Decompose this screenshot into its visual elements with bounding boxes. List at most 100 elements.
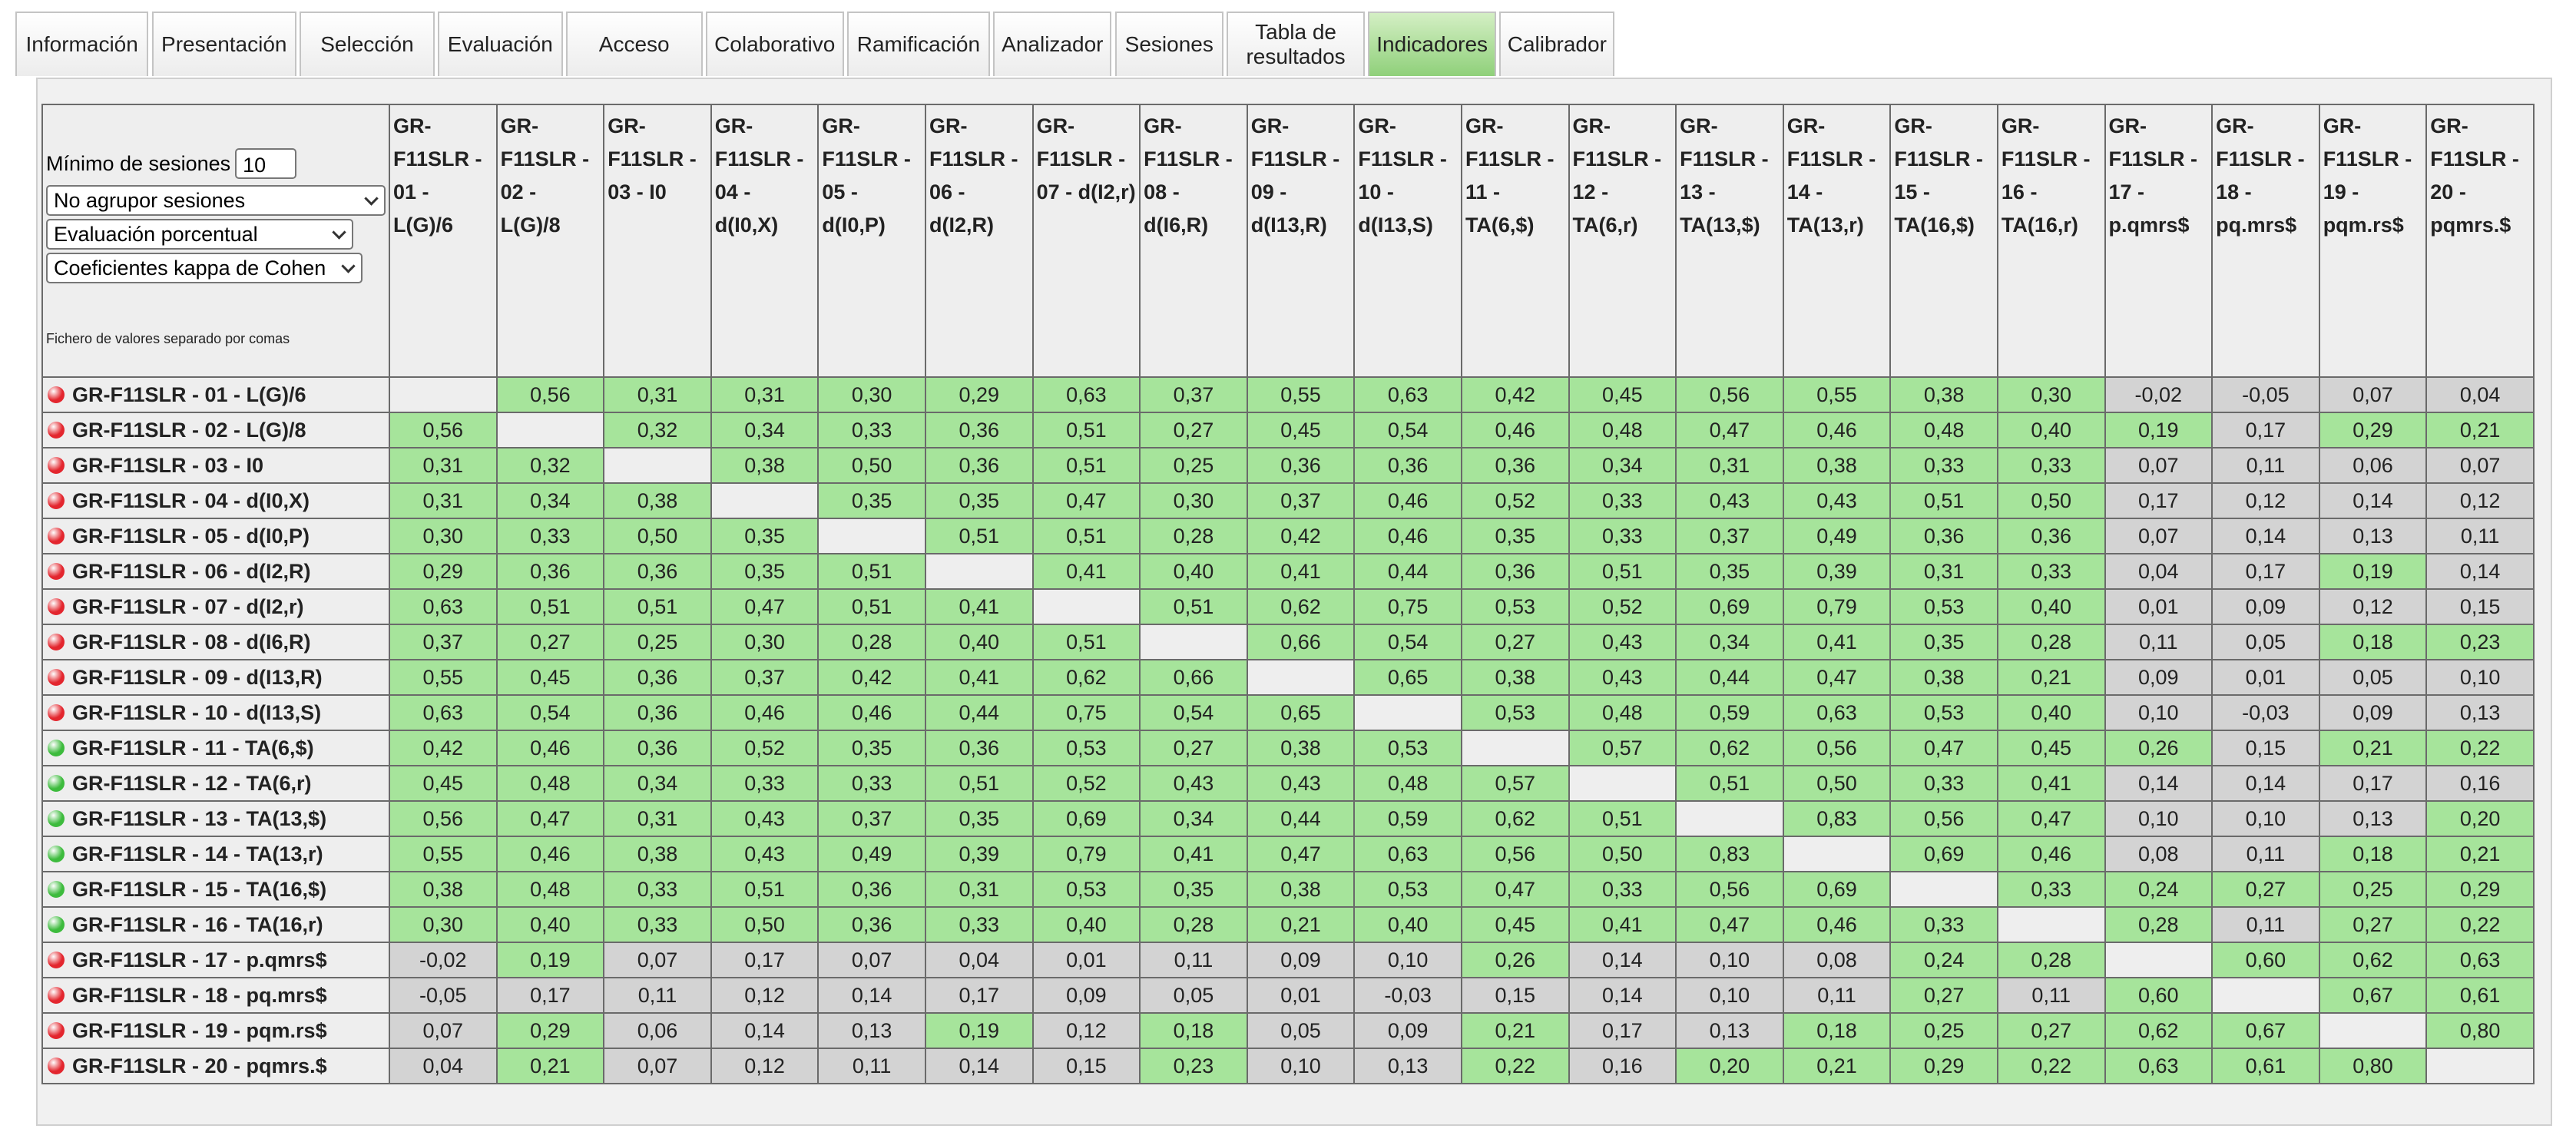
cell: 0,28: [817, 624, 926, 660]
cell: 0,30: [817, 376, 926, 413]
tab[interactable]: Calibrador: [1499, 12, 1615, 76]
cell: 0,41: [1246, 553, 1356, 590]
cell: 0,17: [2211, 553, 2320, 590]
table-row: GR-F11SLR - 06 - d(I2,R) 0,29 0,36 0,36 0,35…: [41, 553, 2535, 590]
cell: 0,21: [495, 1048, 605, 1084]
cell: 0,19: [2104, 412, 2213, 448]
cell: 0,14: [2104, 765, 2213, 802]
table-row: GR-F11SLR - 19 - pqm.rs$ 0,07 0,29 0,06 0,14…: [41, 1012, 2535, 1049]
cell: 0,41: [1031, 553, 1141, 590]
cell: 0,41: [1996, 765, 2106, 802]
tab[interactable]: Indicadores: [1368, 12, 1497, 76]
cell: 0,69: [1031, 800, 1141, 837]
cell: 0,28: [1996, 624, 2106, 660]
cell: 0,51: [817, 588, 926, 625]
cell: [495, 412, 605, 448]
cell: 0,36: [603, 659, 712, 696]
cell: 0,53: [1031, 730, 1141, 766]
tab[interactable]: Selección: [300, 12, 435, 76]
cell: 0,42: [1460, 376, 1570, 413]
tab[interactable]: Analizador: [993, 12, 1112, 76]
cell: 0,51: [1031, 624, 1141, 660]
cell: 0,63: [1031, 376, 1141, 413]
cell: 0,37: [817, 800, 926, 837]
cell: 0,22: [1460, 1048, 1570, 1084]
cell: 0,27: [1996, 1012, 2106, 1049]
min-sessions-input[interactable]: 10: [235, 148, 297, 179]
coefficient-select[interactable]: Coeficientes kappa de Cohen: [46, 253, 363, 283]
cell: 0,09: [1353, 1012, 1462, 1049]
row-label: GR-F11SLR - 09 - d(I13,R): [72, 665, 323, 689]
cell: 0,36: [1889, 518, 1998, 554]
cell: -0,05: [2211, 376, 2320, 413]
tab[interactable]: Evaluación: [437, 12, 563, 76]
cell: [1782, 836, 1892, 872]
cell: 0,51: [1568, 553, 1677, 590]
cell: 0,04: [2425, 376, 2535, 413]
tab[interactable]: Sesiones: [1114, 12, 1223, 76]
cell: 0,36: [1246, 447, 1356, 484]
table-row: GR-F11SLR - 03 - I0 0,31 0,32 0,38 0,50 0,36 0…: [41, 447, 2535, 484]
tab[interactable]: Colaborativo: [705, 12, 844, 76]
cell: 0,22: [2425, 730, 2535, 766]
tab[interactable]: Ramificación: [846, 12, 990, 76]
cell: 0,20: [2425, 800, 2535, 837]
cell: 0,15: [2211, 730, 2320, 766]
tab[interactable]: Acceso: [565, 12, 703, 76]
cell: 0,14: [2318, 482, 2428, 519]
cell: 0,04: [924, 942, 1034, 978]
cell: 0,69: [1782, 871, 1892, 908]
grouping-select[interactable]: No agrupor sesiones: [46, 185, 386, 216]
cell: 0,63: [389, 588, 498, 625]
row-header: GR-F11SLR - 10 - d(I13,S): [41, 694, 390, 731]
cell: 0,47: [710, 588, 819, 625]
cell: 0,63: [1353, 836, 1462, 872]
row-header: GR-F11SLR - 17 - p.qmrs$: [41, 942, 390, 978]
cell: 0,27: [1139, 730, 1248, 766]
tab[interactable]: Tabla de resultados: [1227, 12, 1365, 76]
row-header: GR-F11SLR - 15 - TA(16,$): [41, 871, 390, 908]
cell: 0,38: [603, 482, 712, 519]
cell: 0,51: [710, 871, 819, 908]
cell: 0,61: [2425, 977, 2535, 1014]
cell: 0,14: [2425, 553, 2535, 590]
csv-link[interactable]: Fichero de valores separado por comas: [46, 331, 290, 346]
cell: 0,20: [1675, 1048, 1784, 1084]
cell: 0,30: [710, 624, 819, 660]
cell: 0,62: [1460, 800, 1570, 837]
tab[interactable]: Presentación: [151, 12, 296, 76]
cell: 0,21: [1460, 1012, 1570, 1049]
cell: 0,44: [1246, 800, 1356, 837]
cell: 0,42: [817, 659, 926, 696]
row-header: GR-F11SLR - 04 - d(I0,X): [41, 482, 390, 519]
tab[interactable]: Información: [15, 12, 149, 76]
status-dot: [48, 492, 65, 509]
cell: [1889, 871, 1998, 908]
cell: 0,41: [1782, 624, 1892, 660]
cell: 0,36: [817, 906, 926, 943]
cell: [1031, 588, 1141, 625]
row-label: GR-F11SLR - 10 - d(I13,S): [72, 700, 322, 724]
cell: 0,38: [1889, 376, 1998, 413]
cell: 0,12: [1031, 1012, 1141, 1049]
row-header: GR-F11SLR - 05 - d(I0,P): [41, 518, 390, 554]
cell: 0,13: [2318, 518, 2428, 554]
cell: 0,18: [1139, 1012, 1248, 1049]
cell: 0,13: [2318, 800, 2428, 837]
evaluation-select[interactable]: Evaluación porcentual: [46, 219, 353, 250]
cell: 0,07: [603, 1048, 712, 1084]
cell: 0,01: [2104, 588, 2213, 625]
cell: 0,36: [603, 694, 712, 731]
status-dot: [48, 456, 65, 474]
column-header: GR-F11SLR - 19 - pqm.rs$: [2318, 104, 2428, 378]
cell: 0,37: [710, 659, 819, 696]
cell: 0,37: [1675, 518, 1784, 554]
cell: 0,31: [710, 376, 819, 413]
cell: 0,11: [1139, 942, 1248, 978]
cell: 0,28: [2104, 906, 2213, 943]
column-header: GR-F11SLR - 13 - TA(13,$): [1675, 104, 1784, 378]
cell: 0,47: [495, 800, 605, 837]
row-label: GR-F11SLR - 02 - L(G)/8: [72, 418, 306, 442]
cell: 0,08: [1782, 942, 1892, 978]
cell: 0,05: [2211, 624, 2320, 660]
